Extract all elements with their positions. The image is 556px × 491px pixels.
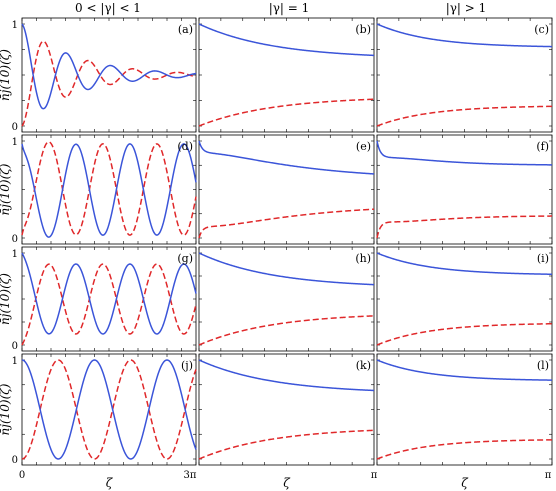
y-tick-label: 1 [12, 249, 18, 260]
dashed-series-line [376, 105, 553, 127]
panel-label: (k) [356, 359, 371, 372]
dashed-series-line [376, 439, 553, 460]
x-tick-label: 0 [19, 470, 25, 481]
panel-h: (h) [198, 246, 375, 352]
panel-f: (f) [376, 134, 553, 245]
dashed-series-line [21, 359, 197, 460]
panel-g: (g) 1 0 [12, 246, 197, 352]
solid-series-line [198, 140, 375, 175]
x-axis-label: ζ [106, 476, 114, 490]
solid-series-line [21, 359, 197, 460]
column-header-1: |γ| = 1 [269, 1, 310, 15]
y-axis-label: n̄j(10)(ζ) [0, 383, 12, 435]
y-tick-label: 0 [12, 341, 18, 352]
panel-label: (l) [537, 359, 549, 372]
column-header-0: 0 < |γ| < 1 [75, 1, 141, 15]
panel-label: (c) [534, 23, 549, 36]
x-tick-label: 3π [184, 470, 197, 481]
x-tick-label: π [545, 470, 552, 481]
y-tick-label: 1 [12, 356, 18, 367]
panel-d: (d) 1 0 [12, 134, 197, 245]
panel-label: (g) [177, 252, 193, 265]
panel-label: (f) [536, 140, 549, 153]
solid-series-line [376, 23, 553, 48]
panel-e: (e) [198, 134, 375, 245]
solid-series-line [198, 359, 375, 392]
panel-label: (h) [355, 252, 371, 265]
y-axis-label: n̄j(10)(ζ) [0, 49, 12, 101]
solid-series-line [21, 252, 197, 335]
panel-frame [376, 134, 553, 245]
y-tick-label: 0 [12, 455, 18, 466]
x-axis-labels: 0 3π π π ζ ζ ζ [19, 470, 552, 490]
panel-c: (c) [376, 17, 553, 133]
solid-series-line [198, 252, 375, 286]
panel-label: (e) [356, 140, 371, 153]
panel-frame [376, 17, 553, 133]
panel-frame [21, 17, 197, 133]
solid-series-line [21, 143, 197, 238]
panel-a: (a) 1 0 [12, 17, 197, 133]
dashed-series-line [376, 215, 552, 239]
y-axis-labels: n̄j(10)(ζ) n̄j(10)(ζ) n̄j(10)(ζ) n̄j(10)(ζ) [0, 49, 12, 436]
dashed-series-line [198, 98, 375, 127]
panel-j: (j) 1 0 [12, 353, 197, 466]
y-tick-label: 0 [12, 122, 18, 133]
x-tick-label: π [371, 470, 378, 481]
panel-label: (d) [177, 140, 193, 153]
dashed-series-line [198, 429, 375, 460]
dashed-series-line [21, 263, 197, 346]
solid-series-line [198, 23, 375, 57]
panel-frame [21, 353, 197, 466]
panel-l: (l) [376, 353, 553, 466]
y-tick-label: 1 [12, 20, 18, 31]
x-axis-label: ζ [283, 476, 291, 490]
column-header-2: |γ| > 1 [446, 1, 487, 15]
panel-frame [198, 134, 375, 245]
y-axis-label: n̄j(10)(ζ) [0, 163, 12, 215]
solid-series-line [376, 359, 553, 381]
panel-label: (a) [178, 23, 193, 36]
y-tick-label: 1 [12, 137, 18, 148]
solid-series-line [376, 252, 553, 276]
dashed-series-line [198, 208, 375, 239]
y-tick-label: 0 [12, 234, 18, 245]
panel-frame [376, 353, 553, 466]
column-headers: 0 < |γ| < 1 |γ| = 1 |γ| > 1 [75, 1, 486, 15]
x-axis-label: ζ [461, 476, 469, 490]
panels: (a) 1 0 (b) (c) (d) 1 0 (e) (f) (g) 1 0 (h) (i) (j) 1 0 (k… [12, 17, 553, 466]
panel-b: (b) [198, 17, 375, 133]
dashed-series-line [21, 40, 197, 127]
dashed-series-line [21, 141, 197, 236]
panel-k: (k) [198, 353, 375, 466]
panel-label: (i) [537, 252, 549, 265]
solid-series-line [376, 140, 553, 166]
panel-frame [376, 246, 553, 352]
solid-series-line [21, 23, 197, 110]
dashed-series-line [198, 315, 375, 346]
panel-label: (j) [181, 359, 193, 372]
panel-i: (i) [376, 246, 553, 352]
panel-label: (b) [355, 23, 371, 36]
y-axis-label: n̄j(10)(ζ) [0, 273, 12, 325]
dashed-series-line [376, 322, 553, 346]
